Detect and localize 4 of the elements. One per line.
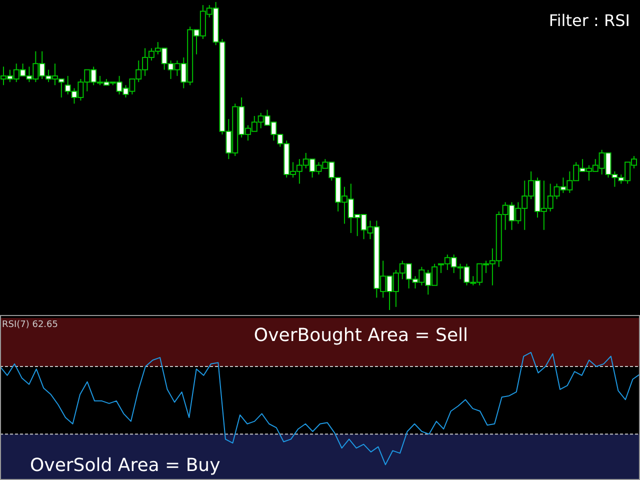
band-label: OverSold Area = Buy — [30, 455, 221, 476]
annotation: Filter : RSI — [548, 11, 630, 30]
chart-title: RSI(7) 62.65 — [2, 320, 58, 330]
band-label: OverBought Area = Sell — [254, 325, 468, 346]
